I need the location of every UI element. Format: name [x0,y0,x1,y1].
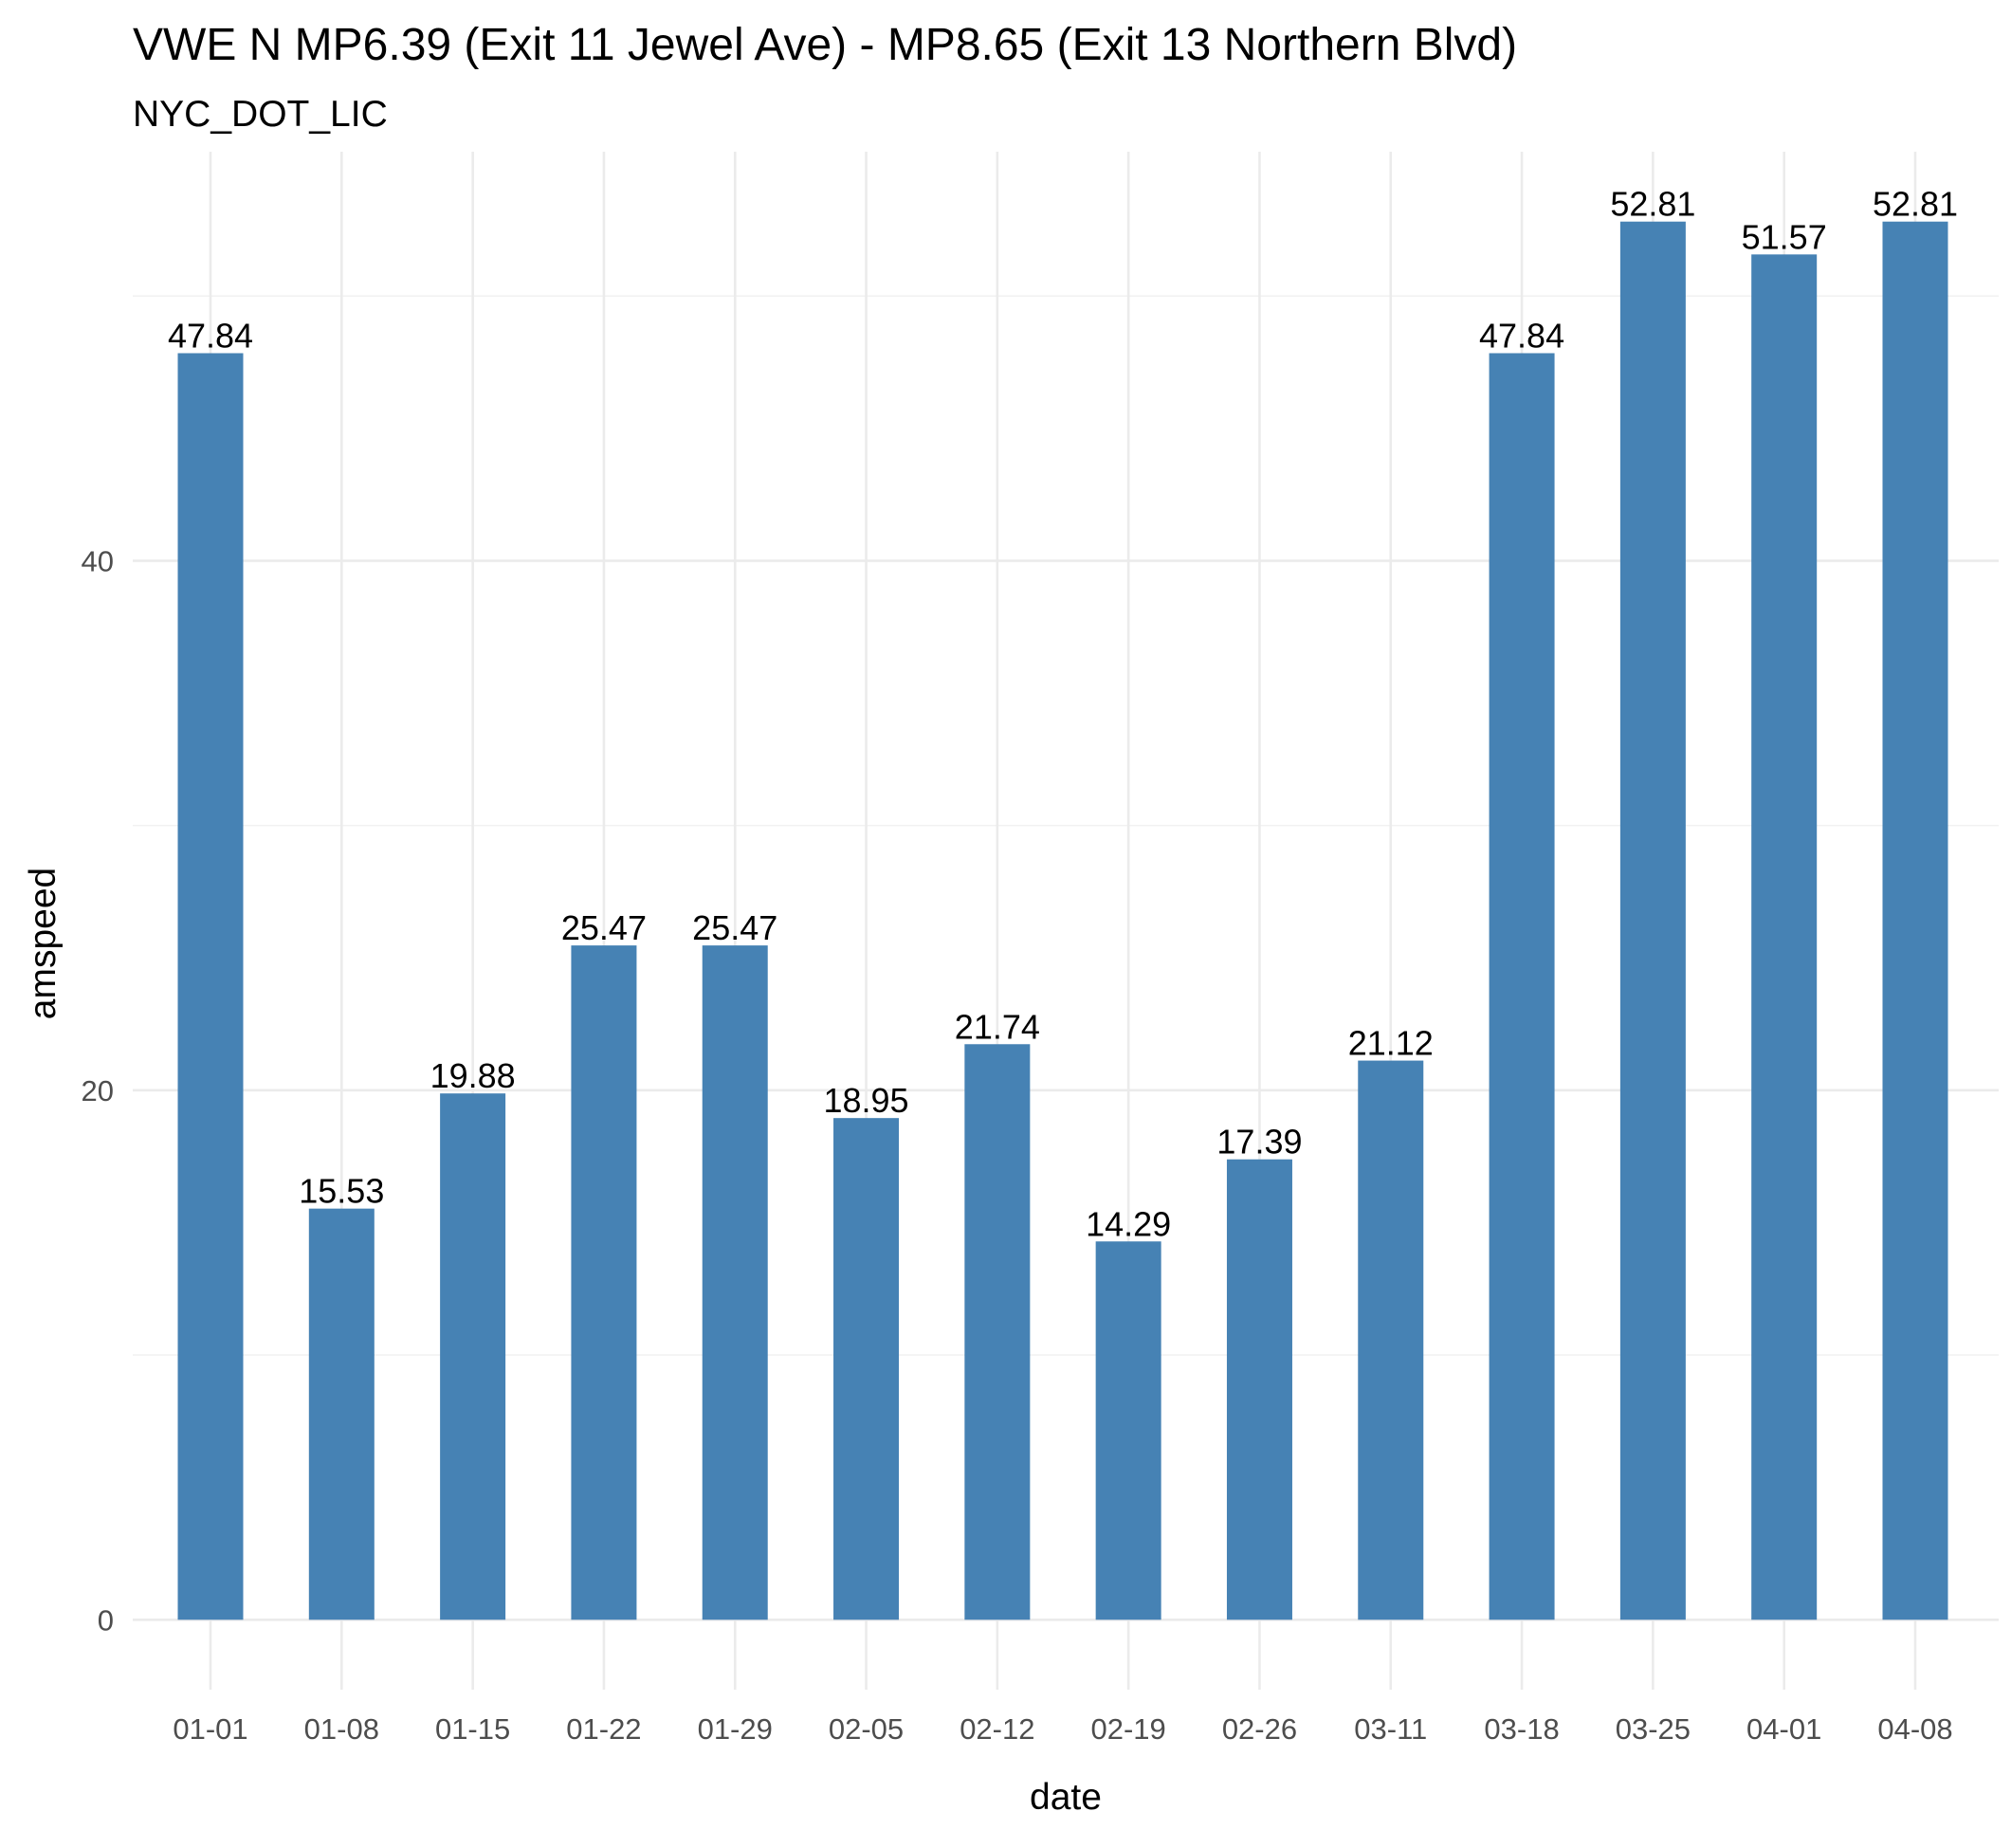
bar-value-label: 19.88 [430,1056,516,1095]
bar-value-label: 25.47 [692,908,777,947]
bar [1882,221,1948,1620]
bar-value-label: 17.39 [1216,1123,1302,1162]
x-tick-label: 03-11 [1354,1712,1427,1746]
bar-value-label: 47.84 [1479,316,1564,355]
bar-value-label: 14.29 [1086,1204,1171,1243]
bar [964,1044,1031,1620]
x-tick-label: 01-15 [435,1712,510,1746]
bar [1095,1241,1161,1620]
bar-value-label: 47.84 [168,316,253,355]
y-axis-title: amspeed [23,868,64,1019]
bar-value-label: 18.95 [823,1081,908,1120]
bar-value-label: 21.74 [955,1007,1040,1046]
y-tick-label: 40 [82,544,114,577]
bar [833,1118,900,1620]
chart-subtitle: NYC_DOT_LIC [133,94,388,135]
x-tick-label: 04-01 [1746,1712,1821,1746]
bar-value-label: 15.53 [299,1172,384,1211]
bar-value-label: 52.81 [1873,185,1958,224]
x-tick-label: 01-22 [566,1712,641,1746]
x-tick-label: 02-05 [829,1712,904,1746]
x-tick-label: 04-08 [1877,1712,1952,1746]
y-axis-tick-labels: 0 20 40 [82,544,114,1637]
x-tick-label: 01-08 [304,1712,379,1746]
x-tick-label: 03-18 [1484,1712,1559,1746]
x-axis-title: date [1030,1777,1102,1818]
x-tick-label: 01-01 [173,1712,247,1746]
bar-value-label: 21.12 [1348,1024,1434,1063]
bar [1751,254,1818,1620]
bar [571,945,637,1620]
chart-title: VWE N MP6.39 (Exit 11 Jewel Ave) - MP8.6… [133,20,1517,70]
bar-value-label: 51.57 [1742,217,1827,256]
bar [308,1208,375,1620]
bar [1226,1159,1292,1620]
x-tick-label: 03-25 [1616,1712,1691,1746]
x-tick-label: 01-29 [698,1712,773,1746]
bars [177,221,1948,1620]
x-tick-label: 02-19 [1091,1712,1166,1746]
y-tick-label: 20 [82,1074,114,1107]
bar [1489,353,1555,1620]
bar-value-label: 25.47 [561,908,647,947]
bar-value-labels: 47.84 15.53 19.88 25.47 25.47 18.95 21.74 14.29… [168,185,1958,1244]
bar [440,1093,506,1620]
x-tick-label: 02-26 [1222,1712,1297,1746]
bar [702,945,768,1620]
x-tick-label: 02-12 [960,1712,1034,1746]
bar [1619,221,1686,1620]
bar-value-label: 52.81 [1610,185,1695,224]
y-tick-label: 0 [98,1603,114,1637]
bar [1358,1060,1424,1620]
bar [177,353,244,1620]
x-axis-tick-labels: 01-01 01-08 01-15 01-22 01-29 02-05 02-12 02-19… [173,1712,1952,1746]
